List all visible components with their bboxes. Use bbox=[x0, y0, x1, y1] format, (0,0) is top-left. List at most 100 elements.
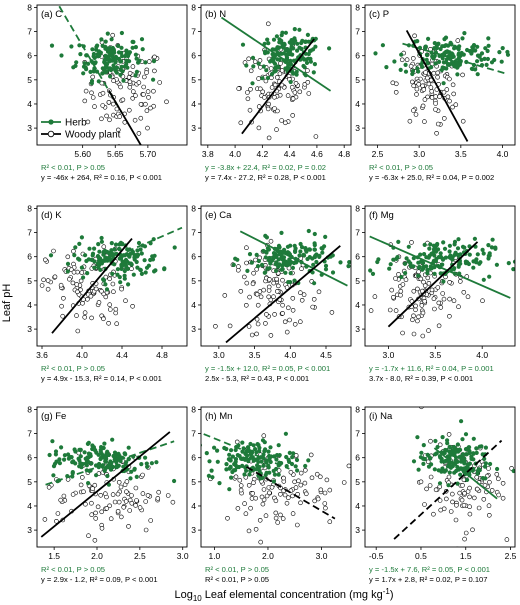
herb-point bbox=[227, 452, 232, 457]
y-tick-label: 7 bbox=[27, 228, 32, 238]
woody-point bbox=[433, 101, 438, 106]
herb-point bbox=[440, 257, 446, 262]
woody-regression-line bbox=[387, 241, 479, 328]
woody-point bbox=[248, 68, 254, 74]
herb-point bbox=[460, 437, 465, 442]
herb-point bbox=[230, 469, 235, 475]
y-tick-label: 3 bbox=[27, 324, 32, 334]
woody-point bbox=[108, 516, 114, 522]
woody-point bbox=[238, 288, 244, 294]
woody-point bbox=[100, 90, 106, 96]
woody-point bbox=[115, 508, 121, 514]
woody-point bbox=[268, 66, 274, 71]
herb-point bbox=[261, 64, 266, 69]
y-tick-label: 3 bbox=[355, 324, 360, 334]
woody-point bbox=[399, 57, 405, 63]
herb-regression-line bbox=[203, 433, 290, 470]
woody-point bbox=[486, 512, 492, 518]
herb-point bbox=[422, 242, 427, 247]
herb-point bbox=[500, 46, 505, 51]
herb-point bbox=[229, 448, 234, 453]
herb-point bbox=[86, 61, 91, 66]
herb-point bbox=[114, 460, 119, 465]
y-tick-label: 8 bbox=[191, 2, 196, 12]
woody-point bbox=[112, 499, 118, 505]
herb-point bbox=[458, 447, 463, 452]
herb-point bbox=[104, 287, 110, 292]
y-tick-label: 8 bbox=[355, 404, 360, 414]
panel-7: 3 4 5 6 7 8 1.5 2.0 2.5 3.0 (g) Fe R² < 0.01, P > 0… bbox=[27, 404, 189, 584]
y-tick-label: 5 bbox=[191, 75, 196, 85]
herb-point bbox=[126, 457, 131, 462]
herb-regression-line bbox=[220, 16, 332, 92]
herb-point bbox=[454, 468, 459, 474]
woody-point bbox=[460, 72, 465, 78]
herb-point bbox=[294, 72, 299, 77]
woody-point bbox=[262, 95, 267, 100]
woody-point bbox=[92, 104, 97, 109]
woody-point bbox=[117, 114, 122, 119]
herb-point bbox=[53, 449, 59, 454]
woody-point bbox=[420, 83, 425, 89]
herb-point bbox=[255, 264, 261, 269]
woody-point bbox=[111, 289, 116, 295]
woody-point bbox=[138, 115, 144, 121]
y-tick-label: 6 bbox=[27, 51, 32, 61]
plot-frame bbox=[200, 205, 352, 347]
woody-point bbox=[170, 499, 176, 505]
woody-point bbox=[267, 490, 272, 496]
plot-frame bbox=[364, 205, 516, 347]
herb-point bbox=[474, 257, 479, 262]
herb-point bbox=[250, 81, 255, 86]
woody-point bbox=[127, 107, 132, 113]
points-group bbox=[39, 226, 183, 334]
woody-point bbox=[85, 296, 90, 302]
herb-point bbox=[114, 70, 119, 75]
woody-point bbox=[249, 496, 255, 501]
woody-point bbox=[420, 103, 426, 109]
herb-point bbox=[151, 77, 156, 82]
woody-point bbox=[78, 278, 84, 284]
herb-point bbox=[368, 268, 373, 273]
herb-point bbox=[452, 239, 458, 244]
herb-point bbox=[327, 46, 332, 51]
herb-point bbox=[281, 260, 286, 265]
herb-point bbox=[446, 483, 451, 488]
x-tick-label: 3.6 bbox=[36, 350, 48, 360]
woody-point bbox=[274, 127, 279, 132]
x-tick-label: 4.0 bbox=[229, 149, 241, 159]
woody-point bbox=[258, 294, 264, 300]
woody-point bbox=[242, 274, 247, 280]
woody-point bbox=[138, 102, 144, 107]
woody-point bbox=[99, 116, 104, 122]
herb-point bbox=[418, 455, 423, 460]
herb-point bbox=[347, 260, 351, 265]
woody-point bbox=[54, 518, 59, 524]
herb-point bbox=[276, 257, 281, 262]
woody-point bbox=[136, 80, 142, 85]
woody-point bbox=[404, 57, 410, 63]
woody-point bbox=[500, 495, 506, 501]
herb-point bbox=[86, 455, 91, 460]
herb-point bbox=[487, 251, 492, 256]
herb-point bbox=[304, 249, 309, 254]
herb-point bbox=[240, 42, 246, 47]
herb-point bbox=[99, 235, 104, 241]
woody-point bbox=[145, 89, 151, 94]
herb-point bbox=[162, 267, 167, 272]
woody-point bbox=[123, 298, 128, 304]
herb-point bbox=[276, 443, 281, 448]
woody-point bbox=[110, 32, 115, 38]
herb-point bbox=[231, 262, 236, 267]
herb-point bbox=[90, 443, 95, 448]
woody-point bbox=[273, 510, 279, 516]
x-tick-label: 4.0 bbox=[497, 149, 509, 159]
herb-stat-text: y = -1.5x + 7.6, R² = 0.05, P < 0.001 bbox=[369, 565, 490, 574]
woody-point bbox=[144, 108, 150, 113]
y-tick-label: 8 bbox=[27, 2, 32, 12]
woody-point bbox=[127, 70, 133, 76]
herb-point bbox=[92, 246, 97, 251]
woody-point bbox=[244, 280, 250, 286]
woody-point bbox=[324, 477, 330, 483]
herb-point bbox=[445, 49, 450, 54]
